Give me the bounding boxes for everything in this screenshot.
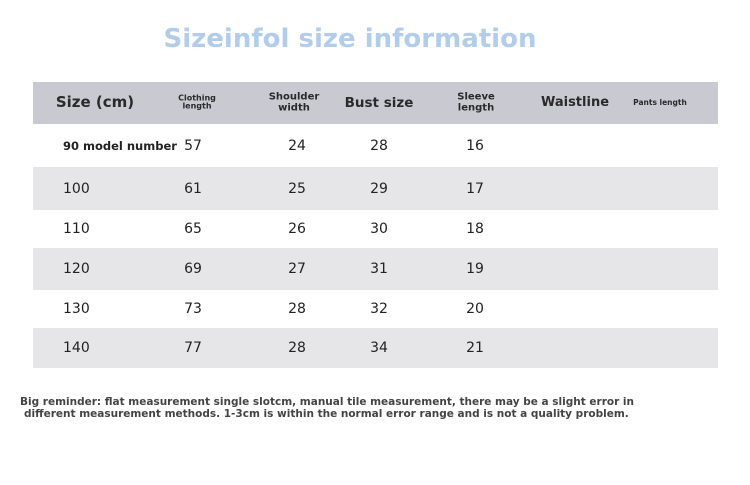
- cell-value: 26: [288, 221, 306, 237]
- column-header: Pants length: [633, 98, 687, 108]
- row-band: [33, 124, 718, 167]
- cell-value: 19: [466, 261, 484, 277]
- column-header: Waistline: [540, 95, 610, 111]
- cell-value: 65: [184, 221, 202, 237]
- cell-value: 27: [288, 261, 306, 277]
- column-header: Size (cm): [55, 93, 135, 112]
- header-band: [33, 82, 718, 124]
- row-label: 100: [63, 180, 90, 197]
- cell-value: 16: [466, 137, 484, 154]
- cell-value: 18: [466, 221, 484, 237]
- title: Sizeinfol size information: [163, 24, 537, 54]
- cell-value: 29: [370, 180, 388, 197]
- cell-value: 24: [288, 137, 306, 154]
- row-label: 130: [63, 301, 90, 317]
- cell-value: 28: [288, 301, 306, 317]
- column-header: Clothing length: [178, 93, 216, 111]
- row-band: [33, 210, 718, 248]
- row-label: 140: [63, 340, 90, 356]
- column-header: Shoulder width: [268, 91, 320, 113]
- row-band: [33, 290, 718, 328]
- cell-value: 73: [184, 301, 202, 317]
- row-label: 90 model number: [63, 138, 177, 153]
- cell-value: 28: [370, 137, 388, 154]
- row-band: [33, 248, 718, 290]
- cell-value: 25: [288, 180, 306, 197]
- cell-value: 57: [184, 137, 202, 154]
- cell-value: 61: [184, 180, 202, 197]
- cell-value: 30: [370, 221, 388, 237]
- row-band: [33, 167, 718, 210]
- cell-value: 21: [466, 340, 484, 356]
- cell-value: 17: [466, 180, 484, 197]
- cell-value: 77: [184, 340, 202, 356]
- row-label: 120: [63, 261, 90, 277]
- cell-value: 28: [288, 340, 306, 356]
- row-band: [33, 328, 718, 368]
- cell-value: 20: [466, 301, 484, 317]
- cell-value: 31: [370, 261, 388, 277]
- cell-value: 32: [370, 301, 388, 317]
- reminder: different measurement methods. 1-3cm is …: [24, 408, 629, 420]
- column-header: Sleeve length: [457, 91, 495, 113]
- column-header: Bust size: [344, 94, 414, 111]
- cell-value: 34: [370, 340, 388, 356]
- row-label: 110: [63, 221, 90, 237]
- cell-value: 69: [184, 261, 202, 277]
- reminder: Big reminder: flat measurement single sl…: [20, 396, 634, 408]
